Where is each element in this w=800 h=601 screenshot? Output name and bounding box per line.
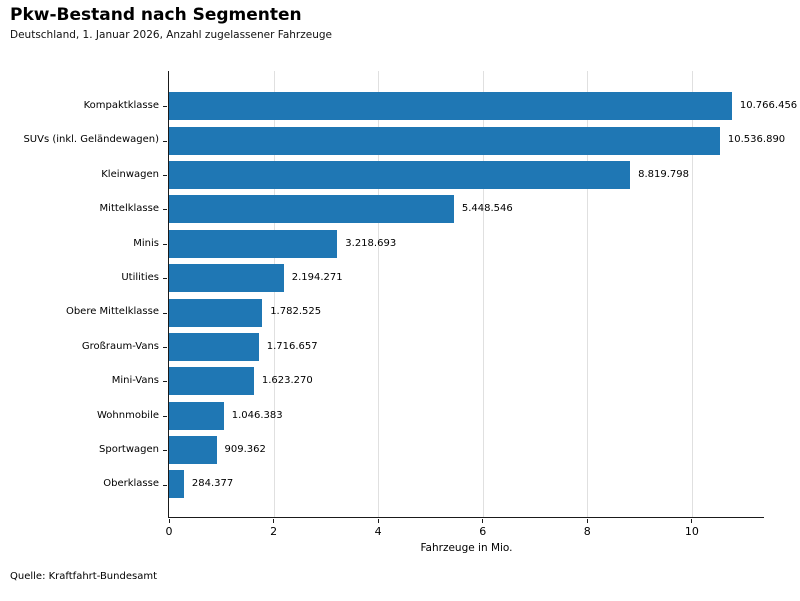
y-tick-mark — [163, 243, 167, 245]
bar-value-label: 10.536.890 — [727, 134, 786, 146]
y-tick-label: Großraum-Vans — [81, 340, 159, 352]
plot-area: 10.766.456 10.536.890 8.819.798 5.448.546 3.… — [163, 71, 797, 554]
y-tick-label: Oberklasse — [103, 478, 159, 490]
bar-1 — [169, 126, 720, 155]
y-tick-mark — [163, 312, 167, 314]
x-tick-mark — [586, 519, 588, 523]
chart-title: Pkw-Bestand nach Segmenten — [10, 5, 302, 25]
bar-value-label: 1.623.270 — [261, 375, 313, 387]
bar-row: 10.536.890 — [169, 123, 785, 157]
gridline — [587, 71, 589, 517]
y-tick-mark — [163, 450, 167, 452]
y-tick-mark — [163, 106, 167, 108]
bar-3 — [169, 195, 454, 224]
y-tick-mark — [163, 347, 167, 348]
y-tick-label: Mini-Vans — [111, 375, 159, 387]
x-tick-label: 10 — [684, 525, 699, 538]
x-tick-mark — [273, 519, 275, 523]
bar-8 — [169, 367, 254, 396]
x-tick-label: 4 — [374, 525, 382, 538]
bar-row: 1.716.657 — [169, 330, 764, 364]
bar-row: 1.046.383 — [169, 399, 764, 433]
bar-row: 1.782.525 — [169, 295, 764, 329]
y-tick-mark — [163, 415, 167, 417]
x-tick-mark — [482, 519, 484, 523]
y-tick-label: Obere Mittelklasse — [65, 306, 159, 318]
y-tick-label: Wohnmobile — [96, 409, 159, 421]
bar-value-label: 909.362 — [224, 443, 266, 455]
bar-value-label: 3.218.693 — [345, 237, 397, 249]
y-tick-mark — [163, 484, 167, 486]
bar-row: 5.448.546 — [169, 192, 764, 226]
bar-0 — [169, 92, 732, 121]
bar-2 — [169, 160, 631, 189]
bar-row: 3.218.693 — [169, 227, 764, 261]
x-tick-mark — [691, 519, 693, 523]
bar-value-label: 8.819.798 — [638, 168, 690, 180]
x-tick-label: 8 — [583, 525, 591, 538]
gridline — [273, 71, 275, 517]
bar-6 — [169, 298, 263, 327]
bar-value-label: 10.766.456 — [739, 100, 798, 111]
bar-11 — [169, 470, 184, 499]
bar-row: 909.362 — [169, 433, 764, 467]
gridline — [482, 71, 484, 517]
y-tick-label: Kompaktklasse — [83, 100, 159, 111]
x-tick-label: 6 — [479, 525, 487, 538]
x-tick-label: 2 — [270, 525, 278, 538]
bar-4 — [169, 229, 338, 258]
bars-container: 10.766.456 10.536.890 8.819.798 5.448.546 3.… — [169, 89, 797, 502]
y-tick-label: Sportwagen — [99, 443, 159, 455]
y-tick-label: SUVs (inkl. Geländewagen) — [23, 134, 159, 146]
y-tick-mark — [163, 140, 167, 142]
bar-7 — [169, 332, 259, 361]
bar-value-label: 5.448.546 — [461, 203, 513, 215]
bar-value-label: 284.377 — [191, 478, 234, 490]
x-tick-mark — [168, 519, 170, 523]
y-tick-label: Kleinwagen — [101, 168, 159, 180]
y-tick-label: Mittelklasse — [99, 203, 159, 215]
bar-row: 8.819.798 — [169, 158, 764, 192]
y-tick-label: Minis — [133, 237, 159, 249]
bar-10 — [169, 436, 217, 465]
bar-value-label: 1.782.525 — [270, 306, 322, 318]
bar-value-label: 1.716.657 — [266, 340, 318, 352]
gridline — [378, 71, 380, 517]
y-axis-category-labels: Kompaktklasse SUVs (inkl. Geländewagen) Kl… — [0, 89, 159, 502]
y-tick-mark — [163, 278, 167, 280]
chart-subtitle: Deutschland, 1. Januar 2026, Anzahl zuge… — [10, 29, 332, 41]
x-tick-label: 0 — [165, 525, 173, 538]
y-tick-mark — [163, 209, 167, 211]
bar-row: 284.377 — [169, 467, 764, 501]
x-tick-mark — [377, 519, 379, 523]
y-tick-mark — [163, 175, 167, 176]
bar-row: 1.623.270 — [169, 364, 764, 398]
y-tick-mark — [163, 381, 167, 383]
bar-9 — [169, 401, 224, 430]
bar-row: 10.766.456 — [169, 89, 797, 123]
bar-value-label: 1.046.383 — [231, 409, 283, 421]
x-axis-label: Fahrzeuge in Mio. — [420, 542, 513, 554]
y-tick-label: Utilities — [121, 271, 159, 283]
source-note: Quelle: Kraftfahrt-Bundesamt — [10, 571, 157, 582]
bar-5 — [169, 264, 284, 293]
bar-value-label: 2.194.271 — [291, 271, 343, 283]
bar-row: 2.194.271 — [169, 261, 764, 295]
gridline — [691, 71, 693, 517]
